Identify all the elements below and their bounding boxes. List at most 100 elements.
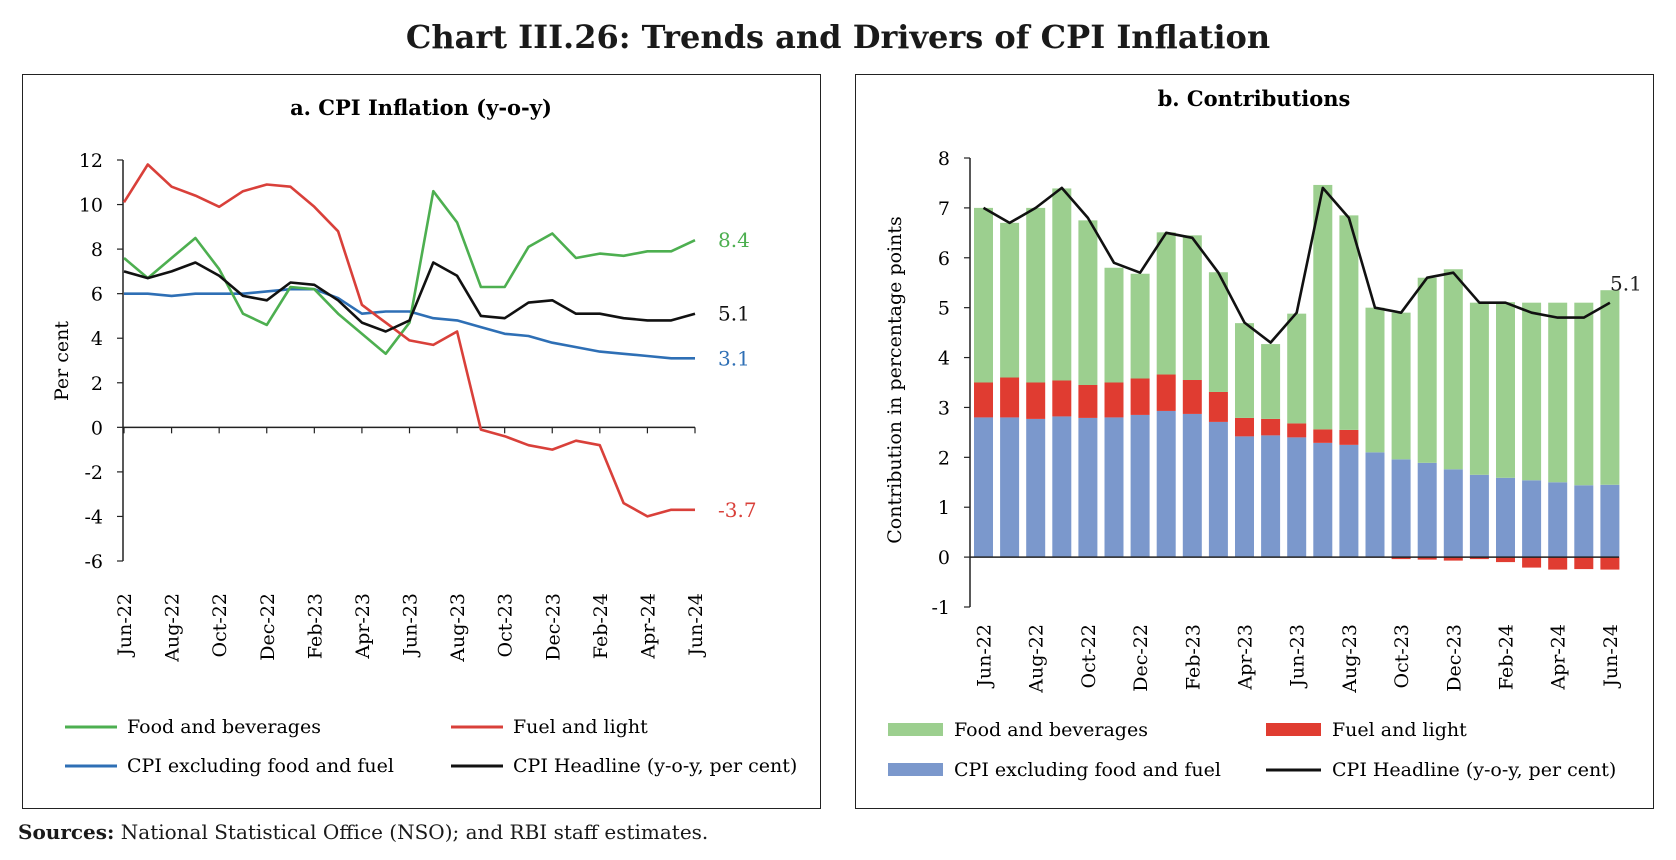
chart-panel-b: b. Contributions Contribution in percenta… [855, 74, 1654, 809]
bar-food-and-beverages [1130, 273, 1150, 379]
bar-cpi-excluding-food-and-fuel [1417, 462, 1437, 558]
legend-label-cpi-headline-y-o-y-per-cent: CPI Headline (y-o-y, per cent) [1332, 759, 1616, 781]
chart-b-xtick-label: Oct-22 [1078, 624, 1100, 688]
series-line-cpi-excluding-food-and-fuel [124, 287, 695, 360]
bar-cpi-excluding-food-and-fuel [1339, 444, 1359, 558]
bar-cpi-excluding-food-and-fuel [1182, 413, 1202, 558]
chart-b-xtick-label: Feb-23 [1182, 624, 1204, 690]
bar-fuel-and-light [1574, 557, 1594, 570]
series-line-cpi-headline [982, 186, 1611, 344]
bar-cpi-excluding-food-and-fuel [1156, 410, 1176, 558]
bar-food-and-beverages [1208, 272, 1228, 392]
chart-panel-a: a. CPI Inflation (y-o-y) Per cent 12 10 8 6 4 2… [22, 74, 821, 809]
sources-label: Sources: [18, 820, 115, 844]
chart-a-title: a. CPI Inflation (y-o-y) [290, 95, 552, 120]
chart-b-ytick-label: 6 [938, 248, 950, 270]
chart-a-ytick-label: -6 [84, 551, 103, 573]
chart-b-xtick-label: Dec-23 [1443, 624, 1465, 692]
bar-food-and-beverages [1417, 277, 1437, 463]
bar-fuel-and-light [1208, 391, 1228, 422]
chart-b-xtick-label: Jun-22 [974, 624, 996, 689]
page-title: Chart III.26: Trends and Drivers of CPI … [405, 18, 1271, 56]
bar-fuel-and-light [1052, 380, 1072, 417]
chart-b-ytick-label: -1 [931, 597, 950, 619]
bar-fuel-and-light [1469, 557, 1489, 560]
chart-a-ylabel: Per cent [51, 321, 73, 401]
chart-a-ytick-label: 0 [91, 417, 103, 439]
chart-a-xtick-label: Jun-22 [114, 593, 136, 658]
bar-cpi-excluding-food-and-fuel [1496, 477, 1515, 558]
chart-a-xtick-label: Feb-24 [590, 593, 612, 659]
series-line-fuel-and-light [122, 163, 695, 518]
bar-fuel-and-light [1417, 557, 1437, 560]
bar-food-and-beverages [1235, 323, 1254, 418]
bar-cpi-excluding-food-and-fuel [1574, 485, 1594, 558]
end-label-food-and-beverages: 8.4 [718, 228, 750, 252]
bar-cpi-excluding-food-and-fuel [1365, 452, 1385, 558]
chart-a-xtick-label: Oct-22 [209, 593, 231, 657]
bar-food-and-beverages [1287, 313, 1307, 424]
chart-a-ytick-label: 12 [79, 150, 103, 172]
bar-fuel-and-light [1182, 380, 1202, 414]
legend-label-fuel-and-light: Fuel and light [1332, 719, 1467, 741]
chart-b-xtick-label: Feb-24 [1496, 624, 1518, 690]
chart-a-xtick-label: Aug-23 [447, 593, 469, 663]
end-label-cpi-headline: 5.1 [1610, 272, 1642, 296]
chart-b-title: b. Contributions [1158, 86, 1351, 111]
legend-swatch-fuel-and-light [1266, 723, 1321, 736]
bar-cpi-excluding-food-and-fuel [1208, 421, 1228, 558]
end-label-fuel-and-light: -3.7 [718, 498, 757, 522]
bar-fuel-and-light [1522, 557, 1542, 568]
chart-b-ylabel: Contribution in percentage points [884, 216, 906, 544]
bar-fuel-and-light [1104, 382, 1124, 418]
bar-fuel-and-light [1156, 374, 1176, 411]
bar-food-and-beverages [974, 207, 993, 383]
bar-fuel-and-light [1391, 557, 1411, 560]
legend-label-cpi-excluding-food-and-fuel: CPI excluding food and fuel [954, 759, 1221, 781]
sources-text: National Statistical Office (NSO); and R… [114, 820, 709, 844]
chart-a-xtick-label: Dec-22 [257, 593, 279, 661]
bar-fuel-and-light [1548, 557, 1568, 570]
series-line-cpi-headline-y-o-y-per-cent [123, 261, 696, 333]
chart-b-svg: b. Contributions Contribution in percenta… [884, 86, 1642, 781]
bar-cpi-excluding-food-and-fuel [1000, 417, 1020, 558]
bar-fuel-and-light [1287, 423, 1307, 438]
bar-cpi-excluding-food-and-fuel [1391, 459, 1411, 558]
bar-cpi-excluding-food-and-fuel [1600, 484, 1620, 558]
legend-swatch-cpi-excluding-food-and-fuel [888, 763, 943, 776]
chart-b-xtick-label: Oct-23 [1391, 624, 1413, 688]
chart-a-xtick-label: Aug-22 [162, 593, 184, 663]
chart-b-ytick-label: 1 [938, 497, 950, 519]
legend-label-fuel-and-light: Fuel and light [513, 716, 648, 738]
chart-a-xtick-label: Jun-24 [685, 593, 707, 658]
chart-a-ytick-label: 4 [91, 328, 103, 350]
legend-label-cpi-excluding-food-and-fuel: CPI excluding food and fuel [127, 755, 394, 777]
bar-food-and-beverages [1339, 215, 1359, 430]
chart-a-xtick-label: Dec-23 [542, 593, 564, 661]
bar-fuel-and-light [1313, 429, 1333, 443]
bar-fuel-and-light [1443, 557, 1463, 561]
bar-food-and-beverages [1026, 207, 1046, 383]
bar-fuel-and-light [1235, 417, 1254, 437]
bar-food-and-beverages [1104, 267, 1124, 383]
bar-fuel-and-light [974, 382, 993, 418]
chart-a-ytick-label: 8 [91, 239, 103, 261]
bar-cpi-excluding-food-and-fuel [1104, 417, 1124, 558]
bar-cpi-excluding-food-and-fuel [1235, 436, 1254, 558]
chart-a-xtick-label: Feb-23 [304, 593, 326, 659]
bar-cpi-excluding-food-and-fuel [1078, 417, 1098, 558]
bar-cpi-excluding-food-and-fuel [1313, 442, 1333, 558]
bar-food-and-beverages [1182, 235, 1202, 381]
bar-cpi-excluding-food-and-fuel [1548, 482, 1568, 558]
chart-b-ytick-label: 4 [938, 348, 950, 370]
chart-b-ytick-label: 7 [938, 198, 950, 220]
chart-a-xtick-label: Oct-23 [495, 593, 517, 657]
bar-cpi-excluding-food-and-fuel [1052, 416, 1072, 558]
chart-b-xtick-label: Apr-24 [1548, 624, 1570, 691]
bar-cpi-excluding-food-and-fuel [1522, 480, 1542, 558]
chart-a-ytick-label: -4 [84, 506, 103, 528]
bar-food-and-beverages [1522, 302, 1542, 481]
bar-food-and-beverages [1391, 312, 1411, 460]
legend-label-cpi-headline-y-o-y-per-cent: CPI Headline (y-o-y, per cent) [513, 755, 797, 777]
bar-food-and-beverages [1548, 302, 1568, 483]
